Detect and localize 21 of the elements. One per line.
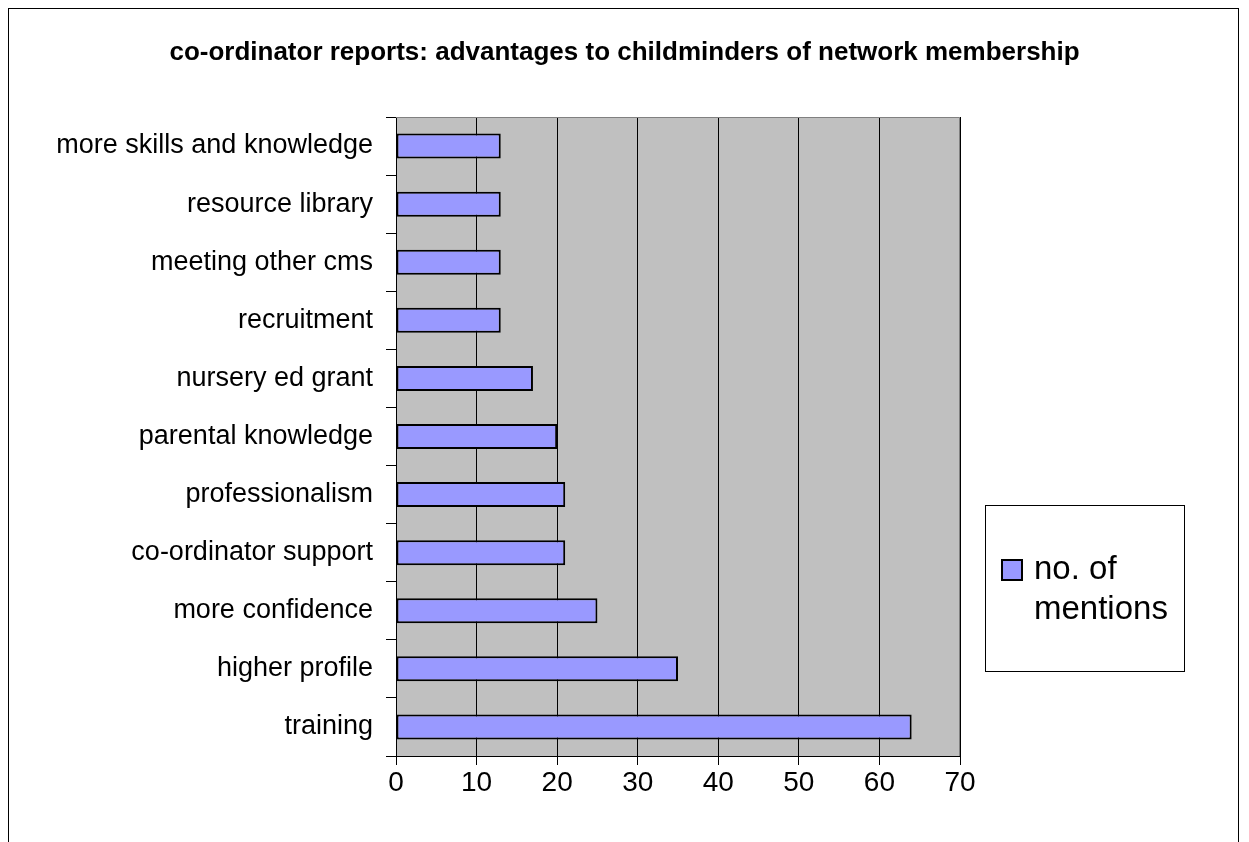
y-tick-label: recruitment xyxy=(237,303,374,334)
y-tick-label: training xyxy=(284,710,373,741)
x-tick-label: 10 xyxy=(460,765,493,797)
x-tick-label: 60 xyxy=(863,765,896,797)
chart-title: co-ordinator reports: advantages to childminders of network membership xyxy=(168,36,1081,67)
x-tick-label: 30 xyxy=(622,765,654,797)
y-tick-label: more skills and knowledge xyxy=(56,129,373,160)
y-tick-label: co-ordinator support xyxy=(131,536,374,567)
y-tick-label: professionalism xyxy=(185,478,373,509)
x-tick-label: 50 xyxy=(783,765,815,797)
x-tick-label: 0 xyxy=(388,765,404,797)
y-tick-label: parental knowledge xyxy=(138,419,373,450)
y-tick-label: resource library xyxy=(186,187,374,218)
x-tick-label: 40 xyxy=(702,765,734,797)
y-tick-label: more confidence xyxy=(173,594,373,625)
legend-label: no. of mentions xyxy=(1034,548,1169,628)
x-tick-label: 20 xyxy=(541,765,573,797)
x-tick-label: 70 xyxy=(944,765,976,797)
y-tick-label: meeting other cms xyxy=(150,245,373,276)
y-tick-label: nursery ed grant xyxy=(176,361,374,392)
y-tick-label: higher profile xyxy=(216,652,373,683)
